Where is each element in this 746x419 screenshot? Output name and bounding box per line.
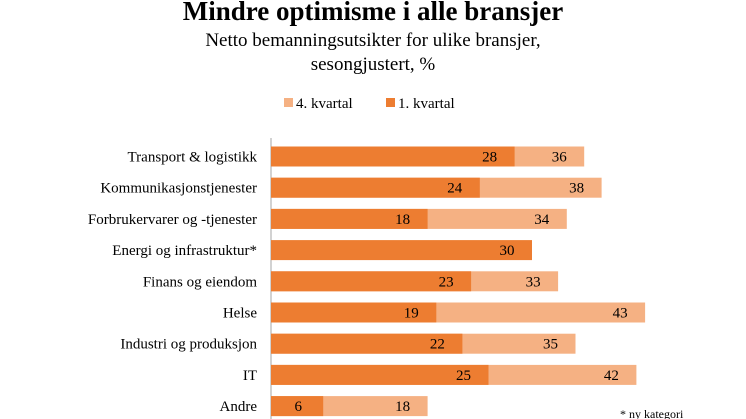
- bars-group: [271, 146, 646, 417]
- bar-q1: [271, 208, 428, 229]
- value-label-q1: 19: [404, 306, 419, 322]
- value-label-q4: 43: [613, 306, 628, 322]
- value-label-q4: 35: [543, 337, 558, 353]
- value-label-q4: 36: [552, 150, 568, 166]
- category-label: Energi og infrastruktur*: [112, 243, 257, 259]
- value-labels: 28 36 24 38 18 34 30 23 33 19 43 22 35 25 42 6 18: [294, 150, 627, 416]
- bar-q1: [271, 240, 532, 261]
- category-label: Helse: [223, 306, 257, 322]
- chart-subtitle-line1: Netto bemanningsutsikter for ulike brans…: [205, 30, 540, 51]
- value-label-q1: 25: [456, 368, 471, 384]
- value-label-q4: 34: [534, 212, 550, 228]
- legend-label-q4: 4. kvartal: [296, 96, 353, 112]
- bar-q1: [271, 333, 463, 354]
- value-label-q1: 6: [294, 399, 302, 415]
- value-label-q1: 28: [482, 150, 497, 166]
- category-label: Finans og eiendom: [143, 274, 257, 290]
- chart-subtitle-line2: sesongjustert, %: [311, 54, 436, 75]
- value-label-q1: 18: [395, 212, 410, 228]
- bar-q1: [271, 364, 489, 385]
- bar-q1: [271, 177, 480, 198]
- chart-title: Mindre optimisme i alle bransjer: [183, 0, 563, 26]
- category-label: Kommunikasjonstjenester: [100, 181, 257, 197]
- legend-swatch-q1: [386, 98, 395, 107]
- category-labels: Transport & logistikk Kommunikasjonstjene…: [88, 150, 258, 416]
- footnote: * ny kategori: [620, 407, 684, 419]
- value-label-q1: 30: [500, 243, 515, 259]
- category-label: Transport & logistikk: [128, 150, 258, 166]
- bar-q1: [271, 271, 472, 292]
- bar-q1: [271, 146, 515, 167]
- bar-q1: [271, 396, 324, 417]
- category-label: Industri og produksjon: [120, 337, 257, 353]
- value-label-q1: 23: [439, 274, 454, 290]
- value-label-q4: 18: [395, 399, 410, 415]
- bar-q1: [271, 302, 437, 323]
- value-label-q1: 22: [430, 337, 445, 353]
- legend-swatch-q4: [284, 98, 293, 107]
- value-label-q1: 24: [447, 181, 463, 197]
- value-label-q4: 33: [526, 274, 541, 290]
- category-label: Andre: [220, 399, 258, 415]
- category-label: IT: [243, 368, 257, 384]
- category-label: Forbrukervarer og -tjenester: [88, 212, 257, 228]
- legend-label-q1: 1. kvartal: [398, 96, 455, 112]
- legend: 4. kvartal 1. kvartal: [284, 96, 455, 112]
- value-label-q4: 42: [604, 368, 619, 384]
- value-label-q4: 38: [569, 181, 584, 197]
